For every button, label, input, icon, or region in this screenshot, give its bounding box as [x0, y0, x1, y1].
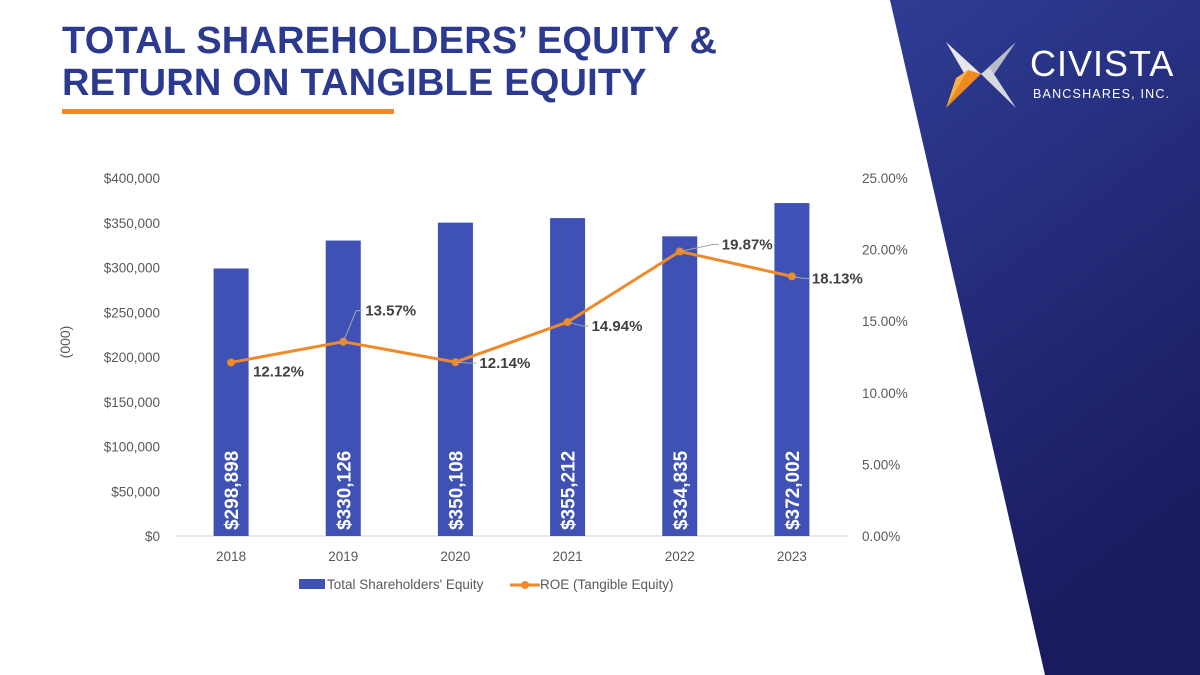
roe-label-leader [791, 275, 809, 279]
bar-value-label: $298,898 [222, 451, 243, 530]
bar-value-label: $350,108 [446, 451, 467, 530]
x-axis-tick-label: 2018 [216, 549, 246, 564]
x-axis-tick-label: 2022 [665, 549, 695, 564]
slide-title: TOTAL SHAREHOLDERS’ EQUITY & RETURN ON T… [62, 20, 717, 104]
bar-value-label: $355,212 [559, 451, 580, 530]
roe-label-leader [679, 243, 719, 252]
right-axis-tick-label: 20.00% [862, 243, 908, 258]
bar-value-label: $330,126 [334, 451, 355, 530]
left-axis-tick-label: $200,000 [104, 350, 160, 365]
roe-line [230, 249, 793, 364]
left-axis-tick-label: $400,000 [104, 171, 160, 186]
legend-marker-roe [521, 581, 529, 589]
legend-label-roe: ROE (Tangible Equity) [540, 577, 674, 592]
right-axis-tick-label: 5.00% [862, 457, 900, 472]
left-axis-tick-label: $100,000 [104, 440, 160, 455]
y-axis-label: (000) [57, 326, 73, 359]
legend-label-equity: Total Shareholders' Equity [327, 577, 484, 592]
roe-data-label: 13.57% [365, 303, 416, 320]
bar-2022 [662, 236, 698, 536]
bar-value-label: $372,002 [783, 451, 804, 530]
slide-title-line2: RETURN ON TANGIBLE EQUITY [62, 62, 647, 104]
legend-swatch-equity [299, 579, 325, 589]
right-axis-tick-label: 10.00% [862, 386, 908, 401]
civista-star-logo-icon [946, 42, 1016, 108]
roe-data-label: 18.13% [812, 270, 863, 287]
bar-2019 [325, 240, 361, 536]
x-axis-tick-label: 2023 [777, 549, 807, 564]
roe-label-leader [455, 361, 477, 364]
roe-point-2018 [227, 358, 236, 367]
left-axis-tick-label: $300,000 [104, 261, 160, 276]
left-axis-tick-label: $350,000 [104, 216, 160, 231]
bar-2021 [550, 218, 586, 536]
roe-data-label: 12.12% [253, 363, 304, 380]
left-axis-tick-label: $50,000 [111, 484, 160, 499]
bar-2023 [774, 203, 810, 536]
x-axis-tick-label: 2021 [553, 549, 583, 564]
left-axis-tick-label: $0 [145, 529, 160, 544]
company-logo: CIVISTA BANCSHARES, INC. [944, 40, 1184, 112]
title-underline [62, 109, 394, 114]
x-axis-tick-label: 2020 [440, 549, 470, 564]
right-axis-tick-label: 0.00% [862, 529, 900, 544]
roe-data-label: 12.14% [479, 355, 530, 372]
logo-name: CIVISTA [1030, 43, 1175, 84]
roe-data-label: 14.94% [592, 318, 643, 335]
left-axis-tick-label: $150,000 [104, 395, 160, 410]
bar-2020 [437, 222, 473, 537]
roe-data-label: 19.87% [722, 236, 773, 253]
bar-2018 [213, 268, 249, 536]
right-axis-tick-label: 15.00% [862, 314, 908, 329]
bar-value-label: $334,835 [671, 450, 692, 530]
slide-title-line1: TOTAL SHAREHOLDERS’ EQUITY & [62, 20, 718, 62]
roe-label-leader [567, 321, 589, 327]
roe-label-leader [342, 310, 363, 342]
right-axis-tick-label: 25.00% [862, 171, 908, 186]
x-axis-tick-label: 2019 [328, 549, 358, 564]
logo-subtitle: BANCSHARES, INC. [1033, 87, 1171, 101]
left-axis-tick-label: $250,000 [104, 305, 160, 320]
